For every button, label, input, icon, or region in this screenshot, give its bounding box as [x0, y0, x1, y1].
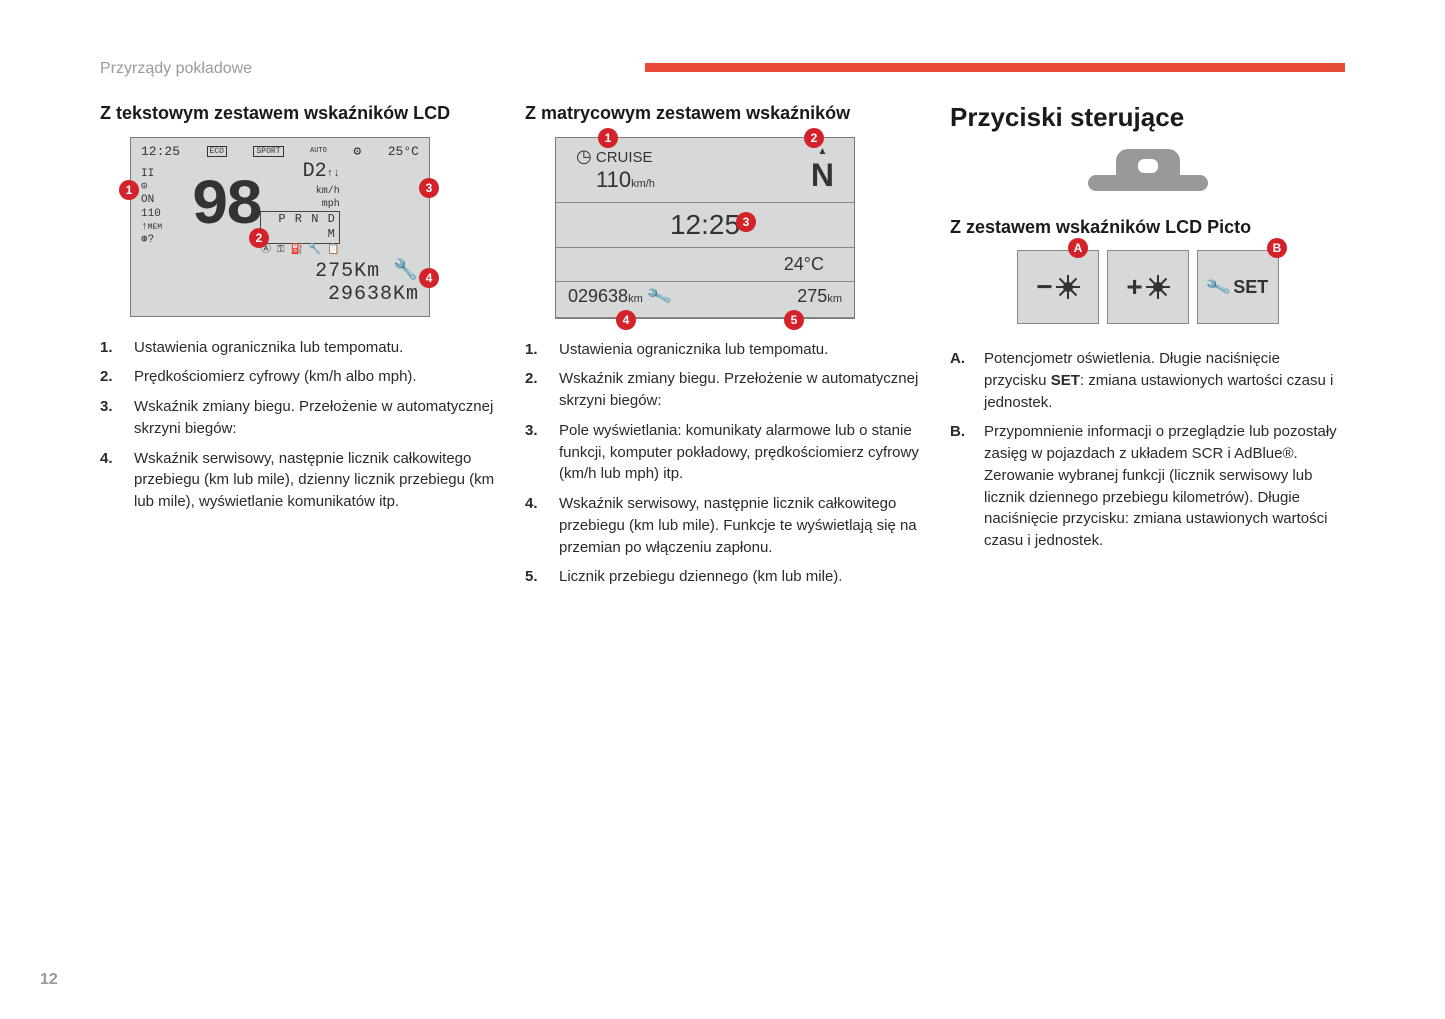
- list-item: 3.Wskaźnik zmiany biegu. Przełożenie w a…: [100, 396, 495, 440]
- header-accent-bar: [645, 63, 1345, 72]
- wrench-icon: 🔧: [645, 282, 673, 309]
- marker-b: B: [1267, 238, 1287, 258]
- page-number: 12: [40, 971, 58, 989]
- brightness-icon: [1147, 276, 1169, 298]
- speedo-icon: ◷: [576, 146, 592, 166]
- marker-2: 2: [249, 228, 269, 248]
- col3-heading: Przyciski sterujące: [950, 102, 1345, 133]
- marker-4: 4: [419, 268, 439, 288]
- mx-odo: 029638km 🔧: [568, 286, 670, 307]
- column-matrix: Z matrycowym zestawem wskaźników ◷ CRUIS…: [525, 102, 920, 596]
- lcd-on: ON: [141, 194, 154, 206]
- col2-heading: Z matrycowym zestawem wskaźników: [525, 102, 920, 125]
- list-item: 3.Pole wyświetlania: komunikaty alarmowe…: [525, 420, 920, 485]
- marker-3: 3: [736, 212, 756, 232]
- list-item: 4.Wskaźnik serwisowy, następnie licznik …: [100, 448, 495, 513]
- list-item: 5.Licznik przebiegu dziennego (km lub mi…: [525, 566, 920, 588]
- col1-heading: Z tekstowym zestawem wskaźników LCD: [100, 102, 495, 125]
- max-icon: ⊛?: [141, 234, 191, 247]
- lcd-trip: 275Km 🔧: [141, 257, 419, 283]
- mx-time: 12:25: [670, 209, 740, 240]
- marker-3: 3: [419, 178, 439, 198]
- brightness-minus-button: −: [1017, 250, 1099, 324]
- mx-cruise-val: 110: [596, 167, 631, 192]
- marker-4: 4: [616, 310, 636, 330]
- mx-compass: N: [811, 157, 834, 194]
- lcd-eco: ECO: [207, 146, 227, 157]
- brightness-icon: [1057, 276, 1079, 298]
- list-item: 1.Ustawienia ogranicznika lub tempomatu.: [100, 337, 495, 359]
- set-button: 🔧 SET: [1197, 250, 1279, 324]
- lcd-mem: MEM: [148, 223, 162, 232]
- content-columns: Z tekstowym zestawem wskaźników LCD 12:2…: [100, 102, 1345, 596]
- controller-icon: [1088, 149, 1208, 199]
- lcd-odo: 29638Km: [141, 283, 419, 306]
- wrench-icon: 🔧: [1204, 273, 1232, 300]
- brightness-plus-button: +: [1107, 250, 1189, 324]
- list-item: A.Potencjometr oświetlenia. Długie naciś…: [950, 348, 1345, 413]
- button-row: − + 🔧 SET A B: [950, 250, 1345, 324]
- lcd-prndm: P R N D M: [260, 211, 340, 244]
- marker-a: A: [1068, 238, 1088, 258]
- service-icons: Ⓐ ⚿ ⛽ 🔧 📋: [260, 244, 340, 257]
- list-item: 4.Wskaźnik serwisowy, następnie licznik …: [525, 493, 920, 558]
- lcd-sport: SPORT: [253, 146, 283, 157]
- column-controls: Przyciski sterujące Z zestawem wskaźnikó…: [950, 102, 1345, 596]
- col2-list: 1.Ustawienia ogranicznika lub tempomatu.…: [525, 339, 920, 589]
- lcd-kmh: km/h: [260, 185, 340, 198]
- list-item: 2.Prędkościomierz cyfrowy (km/h albo mph…: [100, 366, 495, 388]
- mx-temp: 24°C: [556, 248, 854, 282]
- mx-cruise-label: CRUISE: [596, 149, 653, 166]
- lcd-speed: 98: [191, 179, 260, 237]
- pause-icon: II: [141, 168, 191, 181]
- column-lcd: Z tekstowym zestawem wskaźników LCD 12:2…: [100, 102, 495, 596]
- list-item: 2.Wskaźnik zmiany biegu. Przełożenie w a…: [525, 368, 920, 412]
- cruise-icon: ⊙: [141, 181, 191, 194]
- lcd-auto: AUTO: [310, 147, 327, 155]
- list-item: B.Przypomnienie informacji o przeglądzie…: [950, 421, 1345, 552]
- mx-cruise-unit: km/h: [631, 178, 655, 190]
- matrix-diagram: ◷ CRUISE 110km/h ▲ N 12:25 24°C 029638km…: [555, 137, 855, 319]
- col3-list: A.Potencjometr oświetlenia. Długie naciś…: [950, 348, 1345, 552]
- mx-trip: 275km: [797, 286, 842, 307]
- lcd-diagram: 12:25 ECO SPORT AUTO ⚙ 25°C II ⊙ ON 110 …: [130, 137, 430, 317]
- marker-5: 5: [784, 310, 804, 330]
- lcd-temp: 25°C: [388, 144, 419, 159]
- lcd-time: 12:25: [141, 144, 180, 159]
- lcd-limit: 110: [141, 208, 191, 221]
- lcd-mph: mph: [260, 198, 340, 211]
- col1-list: 1.Ustawienia ogranicznika lub tempomatu.…: [100, 337, 495, 513]
- list-item: 1.Ustawienia ogranicznika lub tempomatu.: [525, 339, 920, 361]
- col3-subheading: Z zestawem wskaźników LCD Picto: [950, 217, 1345, 238]
- marker-2: 2: [804, 128, 824, 148]
- set-label: SET: [1233, 277, 1268, 298]
- marker-1: 1: [598, 128, 618, 148]
- wiper-icon: ⚙: [353, 144, 361, 159]
- marker-1: 1: [119, 180, 139, 200]
